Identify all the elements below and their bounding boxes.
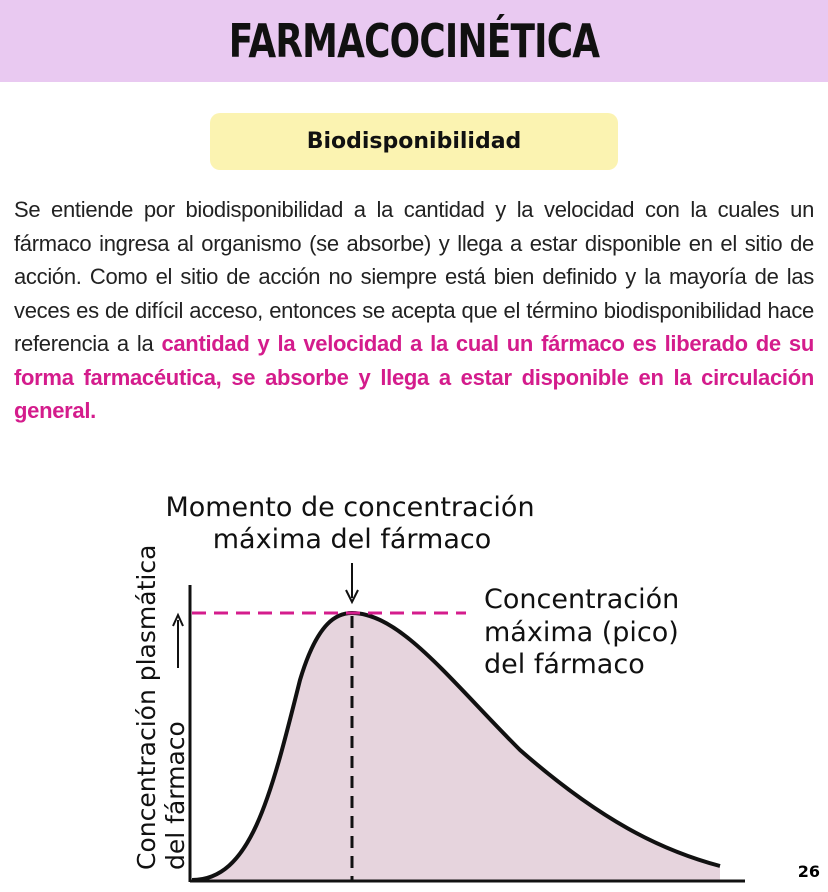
curve [191, 610, 721, 882]
y-axis-label: Concentración plasmática [132, 545, 161, 870]
section-title: Biodisponibilidad [210, 113, 618, 170]
header-band: FARMACOCINÉTICA [0, 0, 828, 82]
peak-arrow-head [345, 589, 359, 605]
annotation: máxima (pico) [484, 617, 679, 648]
annotation: máxima del fármaco [213, 524, 491, 555]
annotation: Momento de concentración [165, 492, 534, 523]
y-axis-label: del fármaco [161, 721, 190, 870]
annotation: Concentración [484, 584, 679, 615]
highlight-text: cantidad y la velocidad a la cual un fár… [14, 331, 814, 423]
paragraph-text: Se entiende por biodisponibilidad a la c… [14, 197, 814, 356]
curve-area [192, 613, 720, 880]
page-number: 26 [797, 862, 820, 881]
paragraph: Se entiende por biodisponibilidad a la c… [14, 193, 814, 428]
page-title: FARMACOCINÉTICA [228, 14, 600, 68]
annotation: del fármaco [484, 649, 645, 680]
y-arrow-head [172, 612, 184, 627]
